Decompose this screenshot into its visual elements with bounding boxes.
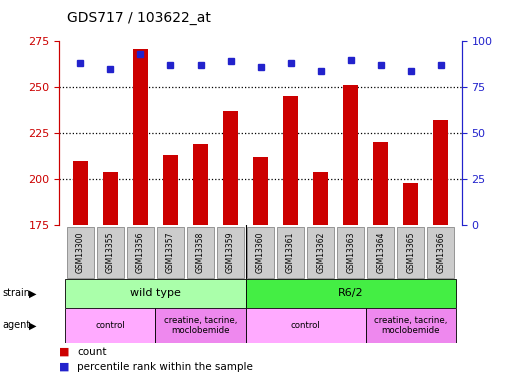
Bar xyxy=(283,96,298,225)
Bar xyxy=(373,142,388,225)
FancyBboxPatch shape xyxy=(247,227,274,278)
Bar xyxy=(73,160,88,225)
FancyBboxPatch shape xyxy=(337,227,364,278)
Bar xyxy=(163,155,178,225)
Text: count: count xyxy=(77,347,107,357)
Bar xyxy=(313,172,328,225)
Bar xyxy=(103,172,118,225)
FancyBboxPatch shape xyxy=(427,227,454,278)
FancyBboxPatch shape xyxy=(277,227,304,278)
Text: percentile rank within the sample: percentile rank within the sample xyxy=(77,362,253,372)
Text: ▶: ▶ xyxy=(29,288,37,298)
Text: GSM13355: GSM13355 xyxy=(106,231,115,273)
Text: ■: ■ xyxy=(59,362,70,372)
Bar xyxy=(66,308,155,343)
Bar xyxy=(343,86,358,225)
Bar xyxy=(133,49,148,225)
Bar xyxy=(155,308,246,343)
Text: creatine, tacrine,
moclobemide: creatine, tacrine, moclobemide xyxy=(374,316,447,335)
FancyBboxPatch shape xyxy=(367,227,394,278)
Text: GSM13357: GSM13357 xyxy=(166,231,175,273)
Text: GSM13363: GSM13363 xyxy=(346,231,355,273)
Text: ■: ■ xyxy=(59,347,70,357)
Text: GDS717 / 103622_at: GDS717 / 103622_at xyxy=(67,11,211,25)
Text: GSM13356: GSM13356 xyxy=(136,231,145,273)
FancyBboxPatch shape xyxy=(97,227,124,278)
Bar xyxy=(66,279,246,308)
FancyBboxPatch shape xyxy=(127,227,154,278)
Text: GSM13358: GSM13358 xyxy=(196,231,205,273)
Text: GSM13361: GSM13361 xyxy=(286,231,295,273)
Text: strain: strain xyxy=(3,288,30,298)
Bar xyxy=(253,157,268,225)
Bar xyxy=(403,183,418,225)
FancyBboxPatch shape xyxy=(307,227,334,278)
Text: GSM13359: GSM13359 xyxy=(226,231,235,273)
Bar xyxy=(193,144,208,225)
Text: ▶: ▶ xyxy=(29,320,37,330)
Text: wild type: wild type xyxy=(130,288,181,298)
Text: GSM13300: GSM13300 xyxy=(76,231,85,273)
Text: agent: agent xyxy=(3,320,31,330)
FancyBboxPatch shape xyxy=(187,227,214,278)
Text: GSM13362: GSM13362 xyxy=(316,231,325,273)
Text: R6/2: R6/2 xyxy=(338,288,363,298)
Bar xyxy=(246,279,456,308)
Bar xyxy=(246,308,366,343)
FancyBboxPatch shape xyxy=(67,227,94,278)
Text: GSM13365: GSM13365 xyxy=(406,231,415,273)
FancyBboxPatch shape xyxy=(157,227,184,278)
Bar xyxy=(223,111,238,225)
Text: creatine, tacrine,
moclobemide: creatine, tacrine, moclobemide xyxy=(164,316,237,335)
Bar xyxy=(433,120,448,225)
Bar xyxy=(366,308,456,343)
FancyBboxPatch shape xyxy=(217,227,244,278)
Text: control: control xyxy=(291,321,320,330)
Text: GSM13366: GSM13366 xyxy=(437,231,445,273)
Text: GSM13360: GSM13360 xyxy=(256,231,265,273)
Text: GSM13364: GSM13364 xyxy=(376,231,385,273)
FancyBboxPatch shape xyxy=(397,227,424,278)
Text: control: control xyxy=(95,321,125,330)
